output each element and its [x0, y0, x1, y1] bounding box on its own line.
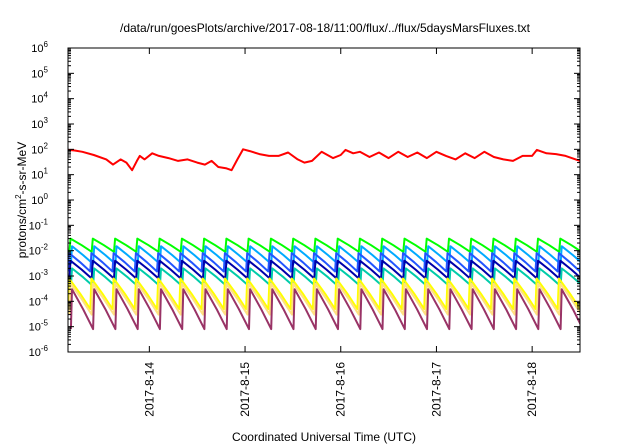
y-tick-label-base: 10 [29, 347, 41, 359]
series-line [69, 288, 580, 331]
y-tick-label-exponent: -1 [41, 217, 49, 226]
y-tick-label-base: 10 [29, 322, 41, 334]
y-tick-label-base: 10 [31, 195, 43, 207]
y-axis-label-base: protons/cm [15, 199, 29, 258]
y-tick-label-base: 10 [31, 144, 43, 156]
x-axis-label: Coordinated Universal Time (UTC) [232, 430, 416, 444]
y-tick-label: 10-3 [29, 268, 49, 283]
series-line [69, 267, 580, 288]
plot-area [67, 47, 581, 353]
y-tick-label-base: 10 [31, 170, 43, 182]
y-tick-label-base: 10 [31, 68, 43, 80]
x-tick-label: 2017-8-17 [429, 362, 443, 417]
y-tick-label: 10-6 [29, 344, 49, 359]
y-tick-label-exponent: -3 [41, 268, 49, 277]
y-tick-label-base: 10 [31, 94, 43, 106]
x-tick-label: 2017-8-15 [238, 362, 252, 417]
y-tick-label-base: 10 [29, 246, 41, 258]
y-tick-label-base: 10 [31, 119, 43, 131]
x-axis: 2017-8-14 2017-8-15 2017-8-16 2017-8-17 2017… [142, 48, 539, 417]
y-tick-label-exponent: 0 [44, 192, 49, 201]
y-tick-label: 101 [31, 167, 48, 182]
y-tick-label-exponent: 1 [44, 167, 49, 176]
y-tick-label: 10-1 [29, 217, 49, 232]
y-tick-label-exponent: 4 [44, 91, 49, 100]
y-tick-label: 100 [31, 192, 48, 207]
y-tick-label-exponent: -2 [41, 243, 49, 252]
series-layer [68, 148, 580, 331]
y-tick-label-base: 10 [29, 296, 41, 308]
x-tick-label: 2017-8-18 [525, 362, 539, 417]
y-tick-label-base: 10 [31, 43, 43, 55]
y-tick-label-base: 10 [29, 271, 41, 283]
series-line [68, 148, 580, 172]
chart-title: /data/run/goesPlots/archive/2017-08-18/1… [120, 21, 531, 35]
y-axis: 10-610-510-410-310-210-11001011021031041… [29, 40, 580, 359]
y-tick-label: 104 [31, 91, 48, 106]
y-tick-label-exponent: 2 [44, 141, 49, 150]
y-tick-label: 106 [31, 40, 48, 55]
y-axis-label-units: -s-sr-MeV [15, 142, 29, 195]
y-tick-label: 10-4 [29, 293, 49, 308]
series-line [68, 259, 580, 280]
series-line [68, 282, 580, 316]
plot-frame [67, 47, 581, 353]
y-tick-label-exponent: -6 [41, 344, 49, 353]
series-line [68, 252, 580, 273]
y-tick-label: 103 [31, 116, 48, 131]
y-tick-label-exponent: 3 [44, 116, 49, 125]
series-line [68, 237, 580, 253]
y-tick-label-exponent: 5 [44, 65, 49, 74]
series-line [69, 245, 580, 265]
x-tick-label: 2017-8-16 [334, 362, 348, 417]
y-tick-label: 10-2 [29, 243, 49, 258]
y-tick-label: 10-5 [29, 319, 49, 334]
series-line [68, 277, 580, 310]
y-axis-label: protons/cm2-s-sr-MeV [14, 142, 29, 258]
x-tick-label: 2017-8-14 [142, 362, 156, 417]
y-tick-label: 102 [31, 141, 48, 156]
y-tick-label-exponent: -4 [41, 293, 49, 302]
y-tick-label: 105 [31, 65, 48, 80]
y-axis-label-superscript: 2 [14, 194, 23, 199]
y-tick-label-base: 10 [29, 220, 41, 232]
y-tick-label-exponent: 6 [44, 40, 49, 49]
y-tick-label-exponent: -5 [41, 319, 49, 328]
